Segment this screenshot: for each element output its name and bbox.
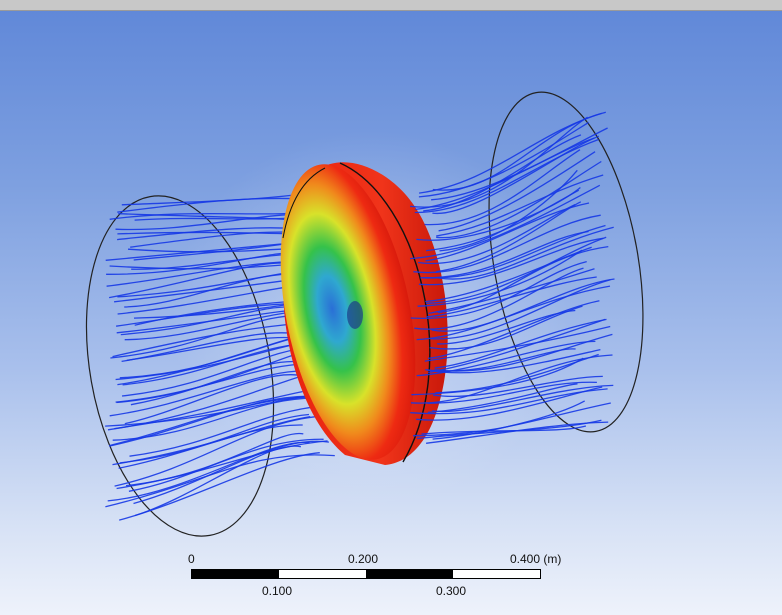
streamline bbox=[418, 237, 604, 286]
streamline bbox=[124, 374, 304, 425]
streamline bbox=[418, 121, 589, 198]
streamline bbox=[118, 424, 303, 469]
disk-edge-front bbox=[339, 162, 431, 463]
streamline bbox=[427, 381, 597, 405]
streamline bbox=[436, 174, 604, 237]
streamline bbox=[130, 360, 304, 406]
scale-tick-label-0200: 0.200 bbox=[348, 552, 379, 566]
streamline bbox=[424, 149, 581, 226]
streamline bbox=[438, 151, 596, 232]
streamline bbox=[410, 184, 601, 260]
streamline bbox=[414, 137, 595, 211]
streamline bbox=[427, 300, 600, 360]
streamline bbox=[437, 226, 614, 280]
streamline bbox=[426, 276, 597, 318]
streamline bbox=[436, 201, 582, 273]
streamline bbox=[430, 279, 611, 340]
streamline bbox=[425, 348, 576, 372]
disk-edge-back bbox=[282, 167, 326, 239]
streamline bbox=[114, 415, 320, 487]
streamlines-downstream bbox=[410, 111, 615, 444]
streamline bbox=[109, 395, 314, 447]
streamline bbox=[428, 268, 595, 315]
streamline bbox=[436, 160, 602, 239]
scale-tick-label-0100: 0.100 bbox=[262, 584, 293, 598]
streamline bbox=[413, 214, 601, 274]
streamline bbox=[414, 138, 599, 214]
streamline bbox=[431, 278, 615, 332]
streamline bbox=[426, 236, 607, 304]
scale-tick-label-0: 0 bbox=[188, 552, 195, 566]
streamline bbox=[119, 413, 310, 464]
streamline bbox=[428, 318, 606, 374]
streamline bbox=[134, 445, 302, 517]
streamline bbox=[437, 245, 609, 314]
streamline bbox=[432, 384, 614, 413]
streamline bbox=[120, 306, 301, 336]
streamline bbox=[128, 438, 324, 492]
streamline bbox=[432, 135, 600, 214]
scale-bar-segment bbox=[192, 570, 279, 578]
streamline bbox=[114, 390, 303, 430]
streamline bbox=[410, 354, 613, 404]
streamline bbox=[126, 336, 302, 361]
streamline bbox=[109, 370, 313, 417]
length-scale-bar bbox=[191, 569, 541, 579]
streamline bbox=[416, 340, 596, 377]
streamline bbox=[116, 440, 328, 490]
scale-tick-label-0400: 0.400 (m) bbox=[510, 552, 562, 566]
streamline bbox=[418, 204, 576, 265]
streamline bbox=[427, 383, 578, 414]
streamline bbox=[426, 421, 609, 444]
streamline bbox=[414, 267, 584, 330]
streamline bbox=[416, 386, 603, 421]
scale-bar-segment bbox=[279, 570, 366, 578]
streamline bbox=[417, 249, 583, 307]
streamline bbox=[426, 189, 580, 252]
streamline bbox=[432, 375, 603, 398]
disk-hub bbox=[347, 301, 363, 329]
streamline bbox=[434, 318, 607, 369]
scale-bar-segment bbox=[366, 570, 453, 578]
streamline bbox=[432, 400, 586, 440]
cfd-viewport[interactable] bbox=[0, 11, 782, 615]
scale-bar-segment bbox=[453, 570, 540, 578]
streamline bbox=[435, 353, 599, 394]
streamline bbox=[133, 440, 329, 505]
streamline bbox=[420, 230, 589, 279]
streamline bbox=[129, 405, 321, 457]
streamline bbox=[119, 452, 320, 521]
window-top-bar bbox=[0, 0, 782, 11]
outlet-boundary-outline bbox=[488, 91, 644, 433]
streamline bbox=[429, 305, 583, 350]
streamline bbox=[423, 134, 582, 212]
streamline bbox=[416, 285, 611, 341]
scale-tick-label-0300: 0.300 bbox=[436, 584, 467, 598]
